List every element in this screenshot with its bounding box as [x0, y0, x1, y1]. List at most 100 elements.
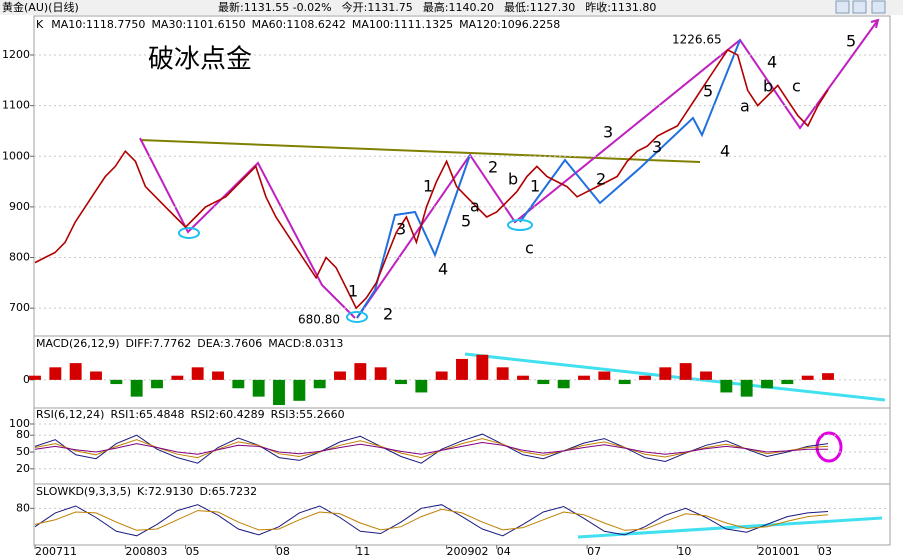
legend-entry: K	[36, 18, 44, 31]
header-bar	[0, 0, 903, 15]
x-tick-label: 201001	[758, 545, 800, 558]
wave-label: 5	[703, 82, 713, 101]
ma-readout: MA30:1101.6150	[151, 18, 245, 31]
macd-bar	[435, 371, 448, 380]
marker-circle	[178, 227, 200, 239]
quote: 昨收:1131.80	[585, 0, 656, 14]
wave-label: 680.80	[298, 313, 340, 327]
wave-line	[356, 19, 879, 319]
wave-label: 1	[530, 177, 540, 196]
wave-label: 3	[652, 138, 662, 157]
wave-label: 3	[396, 220, 406, 239]
chart-title: 破冰点金	[148, 45, 252, 75]
panel-frames	[33, 15, 891, 546]
wave-label: c	[792, 77, 801, 96]
series-line	[34, 433, 829, 464]
y-tick-label: 80	[16, 501, 30, 514]
ma-readout: MA60:1108.6242	[252, 18, 346, 31]
x-tick-label: 200803	[125, 545, 167, 558]
x-tick-label: 07	[587, 545, 601, 558]
header: 黄金(AU)(日线)	[2, 0, 79, 14]
macd-bar	[517, 375, 529, 380]
macd-bar	[232, 379, 245, 389]
macd-bar	[639, 375, 651, 380]
macd-bar	[578, 375, 590, 380]
frame	[33, 483, 891, 546]
quote: 今开:1131.75	[342, 0, 413, 14]
y-tick-label: 100	[9, 417, 30, 430]
macd-bar	[130, 379, 143, 397]
readout: MACD:8.0313	[268, 337, 343, 350]
macd-bar	[537, 379, 550, 385]
button[interactable]	[871, 0, 886, 14]
window-buttons	[835, 0, 886, 14]
wave-label: 4	[438, 260, 448, 279]
quote: 最新:1131.55 -0.02%	[218, 0, 332, 14]
y-tick-label: 1200	[2, 48, 30, 61]
x-tick-label: 10	[677, 545, 691, 558]
button[interactable]	[852, 0, 867, 14]
wave-label: 1	[423, 177, 433, 196]
wave-label: 1	[348, 282, 358, 301]
macd-bar	[252, 379, 265, 397]
macd-bar	[456, 358, 468, 380]
y-tick-label: 1100	[2, 99, 30, 112]
drawings	[139, 18, 886, 539]
legend-entry: RSI3:55.2660	[271, 408, 345, 421]
instrument-name: 黄金(AU)(日线)	[2, 0, 79, 14]
y-tick-label: 1000	[2, 149, 30, 162]
x-tick-label: 03	[818, 545, 832, 558]
macd-bar	[354, 363, 367, 380]
macd-bar	[90, 371, 102, 380]
legend-entry: RSI2:60.4289	[191, 408, 265, 421]
macd-bar	[700, 371, 712, 380]
legend-entry: D:65.7232	[199, 485, 257, 498]
panel-title: SLOWKD(9,3,3,5)	[36, 485, 131, 498]
wave-label: 5	[846, 32, 856, 51]
macd-bar	[761, 379, 773, 389]
panel-title: MACD(26,12,9)	[36, 337, 120, 350]
marker-circle	[507, 219, 533, 231]
macd-bar	[29, 375, 41, 380]
macd-bar	[49, 367, 62, 380]
wave-label: a	[470, 197, 480, 216]
macd-bar	[212, 371, 224, 380]
macd-bar	[720, 379, 733, 393]
wave-line	[139, 137, 356, 319]
wave-label: 4	[767, 53, 777, 72]
series-line	[34, 441, 828, 455]
macd-bar	[334, 371, 346, 380]
macd-bar	[476, 354, 489, 380]
legend-entry: RSI1:65.4848	[110, 408, 184, 421]
ma-readout: MA120:1096.2258	[459, 18, 560, 31]
y-tick-label: 900	[9, 200, 30, 213]
wave-label: 2	[383, 305, 393, 324]
wave-label: 5	[461, 212, 471, 231]
x-tick-label: 200902	[447, 545, 489, 558]
y-tick-label: 20	[16, 462, 30, 475]
y-tick-label: 80	[16, 428, 30, 441]
x-tick-label: 04	[497, 545, 511, 558]
macd-bar	[740, 379, 753, 397]
arrow-head	[870, 18, 880, 29]
macd-bar	[374, 367, 387, 380]
wave-label: b	[763, 77, 773, 96]
series-line	[34, 508, 829, 531]
x-tick-label: 200711	[35, 545, 77, 558]
macd-bar	[618, 379, 631, 385]
macd-bar	[110, 379, 123, 385]
series-line	[34, 504, 829, 537]
series-line	[34, 48, 829, 310]
macd-bar	[151, 379, 163, 389]
legend-entry: K:72.9130	[137, 485, 193, 498]
button[interactable]	[835, 0, 850, 14]
macd-bar	[679, 363, 692, 380]
readout: DIFF:7.7762	[126, 337, 192, 350]
ma-readout: MA100:1111.1325	[352, 18, 453, 31]
macd-bar	[801, 375, 814, 380]
macd-bar	[822, 373, 834, 380]
macd-bar	[273, 379, 285, 405]
neckline	[139, 139, 701, 163]
